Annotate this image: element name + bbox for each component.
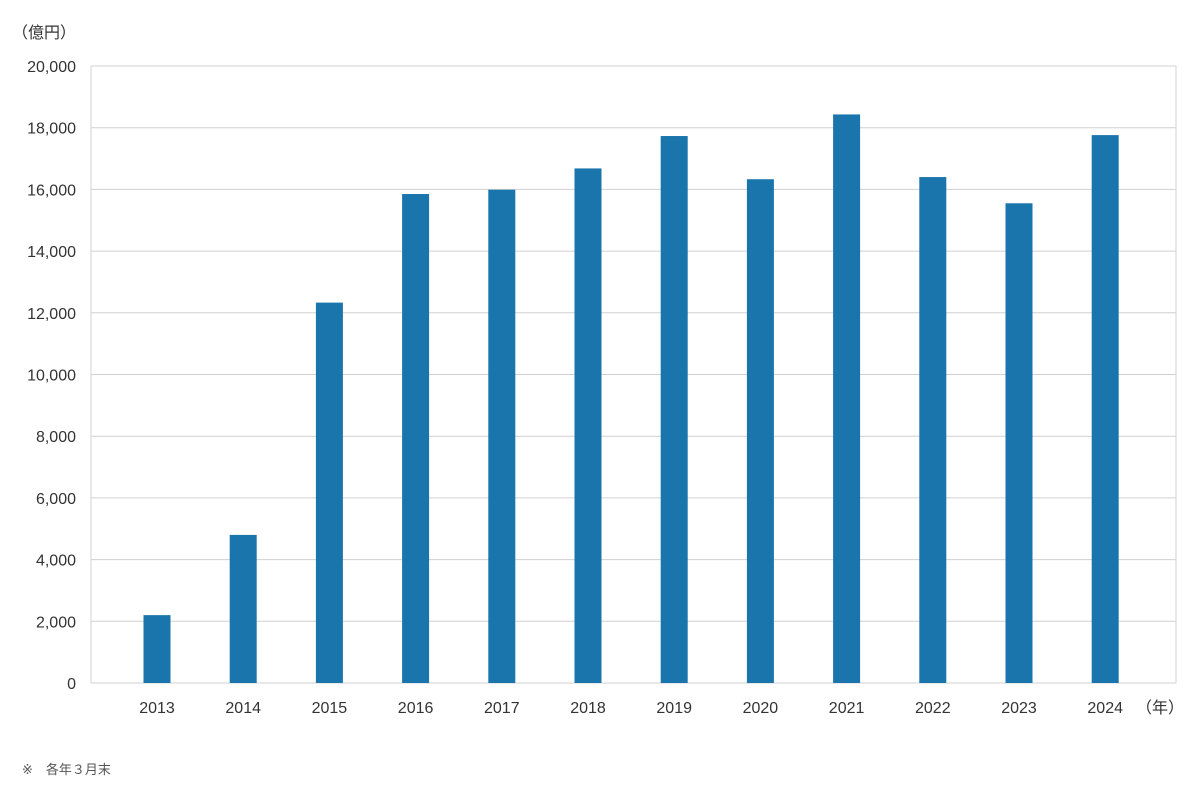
footnote: ※ 各年３月末 <box>22 762 111 777</box>
x-tick-label: 2019 <box>656 700 692 717</box>
y-axis-label: （億円） <box>12 24 76 42</box>
y-tick-label: 18,000 <box>27 121 76 138</box>
x-tick-label: 2015 <box>312 700 348 717</box>
y-tick-label: 6,000 <box>36 491 76 508</box>
y-tick-labels: 0 2,000 4,000 6,000 8,000 10,000 12,000 14,000 1… <box>27 59 76 693</box>
y-tick-label: 4,000 <box>36 553 76 570</box>
x-tick-label: 2016 <box>398 700 434 717</box>
bar-2016 <box>402 194 430 683</box>
x-tick-label: 2021 <box>829 700 865 717</box>
x-tick-label: 2020 <box>743 700 779 717</box>
bar-2021 <box>833 114 861 683</box>
gridlines <box>90 65 1177 684</box>
x-tick-label: 2013 <box>139 700 175 717</box>
bar-2019 <box>660 136 688 684</box>
bar-2013 <box>143 615 171 683</box>
x-tick-label: 2014 <box>225 700 261 717</box>
y-tick-label: 16,000 <box>27 182 76 199</box>
x-tick-label: 2023 <box>1001 700 1037 717</box>
bar-2017 <box>488 189 516 683</box>
bar-2015 <box>315 302 343 683</box>
bar-2024 <box>1091 135 1119 683</box>
x-tick-labels: 2013 2014 2015 2016 2017 2018 2019 2020 2021 2022… <box>139 700 1123 717</box>
x-tick-label: 2017 <box>484 700 520 717</box>
x-tick-label: 2022 <box>915 700 951 717</box>
y-tick-label: 14,000 <box>27 244 76 261</box>
x-tick-label: 2018 <box>570 700 606 717</box>
x-axis-label: （年） <box>1136 699 1184 717</box>
y-tick-label: 12,000 <box>27 306 76 323</box>
bar-2022 <box>919 177 947 683</box>
bars <box>143 114 1119 684</box>
y-tick-label: 20,000 <box>27 59 76 76</box>
y-tick-label: 2,000 <box>36 614 76 631</box>
bar-2020 <box>746 179 774 684</box>
y-tick-label: 8,000 <box>36 429 76 446</box>
y-tick-label: 0 <box>67 676 76 693</box>
bar-2023 <box>1005 203 1033 683</box>
bar-2018 <box>574 168 602 683</box>
x-tick-label: 2024 <box>1087 700 1123 717</box>
y-tick-label: 10,000 <box>27 368 76 385</box>
bar-2014 <box>229 534 257 683</box>
